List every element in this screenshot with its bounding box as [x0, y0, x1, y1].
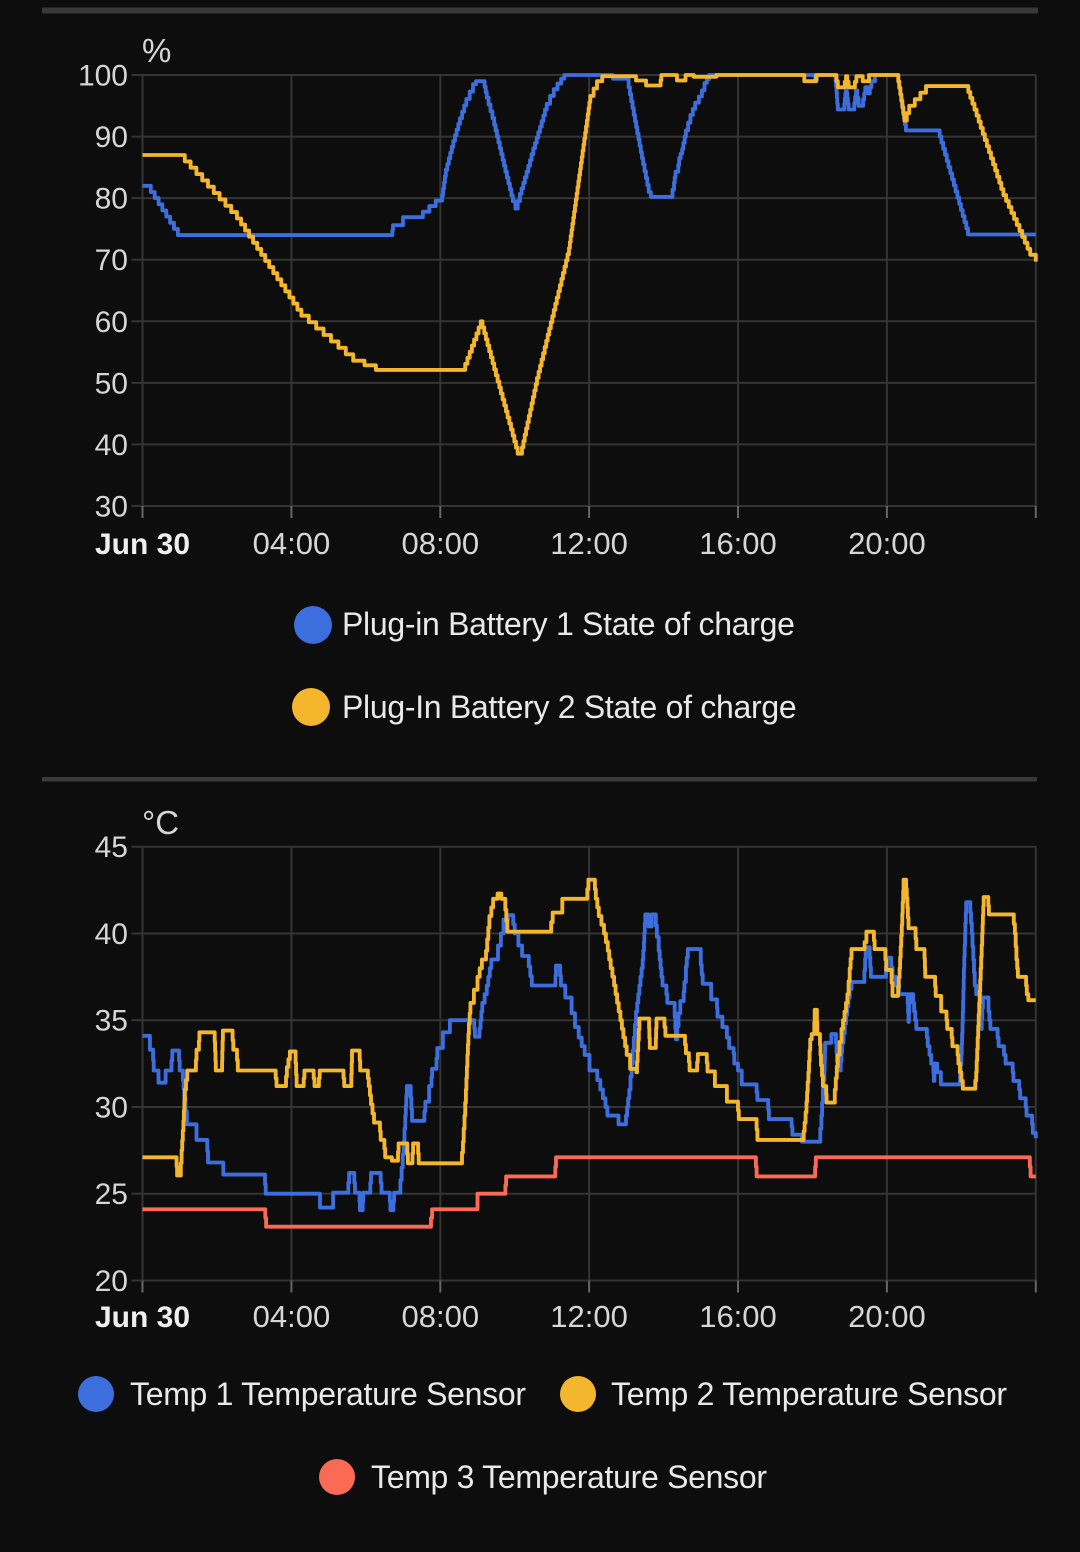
- svg-text:Temp 1 Temperature Sensor: Temp 1 Temperature Sensor: [130, 1376, 526, 1412]
- svg-text:12:00: 12:00: [550, 526, 628, 561]
- svg-text:40: 40: [95, 429, 128, 462]
- svg-text:35: 35: [95, 1005, 128, 1038]
- svg-text:30: 30: [95, 491, 128, 524]
- svg-text:25: 25: [95, 1178, 128, 1211]
- svg-text:12:00: 12:00: [550, 1299, 628, 1334]
- svg-text:90: 90: [95, 121, 128, 154]
- svg-text:50: 50: [95, 367, 128, 400]
- svg-text:04:00: 04:00: [253, 1299, 331, 1334]
- svg-text:Temp 2 Temperature Sensor: Temp 2 Temperature Sensor: [611, 1376, 1007, 1412]
- svg-text:08:00: 08:00: [402, 526, 480, 561]
- svg-text:04:00: 04:00: [253, 526, 331, 561]
- svg-text:Jun 30: Jun 30: [95, 1301, 190, 1334]
- svg-text:Jun 30: Jun 30: [95, 528, 190, 561]
- svg-text:08:00: 08:00: [402, 1299, 480, 1334]
- svg-text:60: 60: [95, 306, 128, 339]
- svg-text:Temp 3 Temperature Sensor: Temp 3 Temperature Sensor: [371, 1459, 767, 1495]
- svg-text:%: %: [142, 32, 171, 69]
- svg-text:100: 100: [78, 60, 128, 93]
- svg-text:16:00: 16:00: [699, 526, 777, 561]
- svg-text:20:00: 20:00: [848, 526, 926, 561]
- svg-text:Plug-in Battery 1 State of cha: Plug-in Battery 1 State of charge: [342, 606, 795, 642]
- svg-text:30: 30: [95, 1092, 128, 1125]
- svg-text:80: 80: [95, 183, 128, 216]
- svg-text:70: 70: [95, 244, 128, 277]
- svg-text:16:00: 16:00: [699, 1299, 777, 1334]
- svg-text:20:00: 20:00: [848, 1299, 926, 1334]
- svg-text:Plug-In Battery 2 State of cha: Plug-In Battery 2 State of charge: [342, 689, 796, 725]
- svg-text:45: 45: [95, 831, 128, 864]
- svg-text:°C: °C: [142, 804, 179, 841]
- svg-text:40: 40: [95, 918, 128, 951]
- svg-text:20: 20: [95, 1265, 128, 1298]
